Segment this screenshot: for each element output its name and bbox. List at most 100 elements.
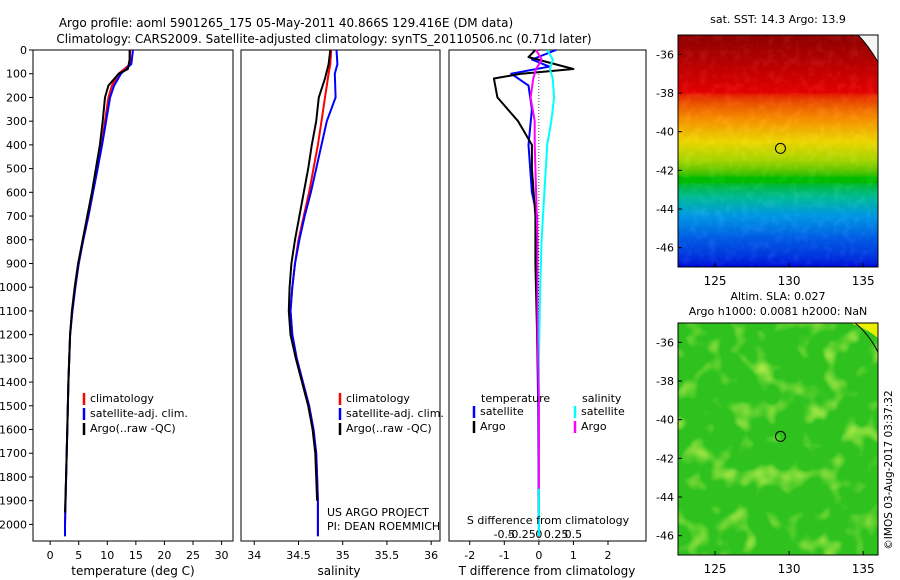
s-tick-label: 0.5 xyxy=(565,528,583,541)
sst-profile-location-marker xyxy=(774,142,786,154)
depth-tick-label: 1400 xyxy=(0,376,27,389)
lat-tick-label: -42 xyxy=(656,452,674,465)
x-tick-label: 35 xyxy=(336,549,350,562)
depth-tick-label: 1500 xyxy=(0,400,27,413)
s-difference-label: S difference from climatology xyxy=(467,514,630,527)
lon-tick-label: 125 xyxy=(704,274,727,288)
x-tick-label: 20 xyxy=(157,549,171,562)
project-label: US ARGO PROJECT xyxy=(327,506,429,519)
x-tick-label: -2 xyxy=(464,549,475,562)
depth-axis: 0 100 200 300 400 500 600 700 800 900 1000 1100 1200… xyxy=(0,44,33,531)
salinity-x-label: salinity xyxy=(317,564,360,578)
lat-tick-label: -44 xyxy=(656,491,674,504)
lon-tick-label: 125 xyxy=(704,562,727,576)
lat-tick-label: -36 xyxy=(656,48,674,61)
sla-field-texture xyxy=(678,323,878,555)
x-tick-label: 36 xyxy=(424,549,438,562)
x-tick-label: -1 xyxy=(499,549,510,562)
s-tick-label: 0.25 xyxy=(544,528,569,541)
depth-tick-label: 900 xyxy=(6,257,27,270)
series-line-argo-raw-qc xyxy=(287,49,332,501)
series-line-salinity-argo xyxy=(529,49,543,489)
depth-tick-label: 100 xyxy=(6,68,27,81)
x-tick-label: 35.5 xyxy=(375,549,400,562)
temperature-legend: climatology satellite-adj. clim. Argo(..… xyxy=(82,392,188,435)
sla-map-title: Altim. SLA: 0.027 xyxy=(730,290,825,303)
depth-tick-label: 300 xyxy=(6,115,27,128)
sla-map-axes: 125 130 135 -36 -38 -40 -42 -44 -46 xyxy=(656,336,875,576)
temperature-axes-frame xyxy=(32,49,234,542)
x-tick-label: 10 xyxy=(100,549,114,562)
legend-header-salinity: salinity xyxy=(582,392,622,405)
legend-label-satellite: satellite-adj. clim. xyxy=(90,407,188,420)
legend-label-satellite: satellite-adj. clim. xyxy=(346,407,444,420)
legend-label-climatology: climatology xyxy=(346,392,410,405)
sst-land xyxy=(858,35,878,62)
lat-tick-label: -36 xyxy=(656,336,674,349)
s-tick-label: -0.25 xyxy=(507,528,535,541)
x-tick-label: 34 xyxy=(247,549,261,562)
depth-tick-label: 1200 xyxy=(0,329,27,342)
temperature-panel: 0100200300400500600700800900100011001200… xyxy=(0,44,234,578)
legend-label-s-satellite: satellite xyxy=(581,405,625,418)
x-tick-label: 34.5 xyxy=(286,549,311,562)
lat-tick-label: -38 xyxy=(656,87,674,100)
sla-high-patch xyxy=(850,323,878,338)
lat-tick-label: -40 xyxy=(656,126,674,139)
copyright-stamp: ©IMOS 03-Aug-2017 03:37:32 xyxy=(883,390,895,549)
depth-tick-label: 400 xyxy=(6,139,27,152)
x-tick-label: 15 xyxy=(129,549,143,562)
depth-tick-label: 1300 xyxy=(0,352,27,365)
difference-profile-lines xyxy=(492,49,575,537)
depth-tick-label: 1000 xyxy=(0,281,27,294)
x-tick-label: 1 xyxy=(570,549,577,562)
salinity-axes-frame xyxy=(240,49,441,542)
lon-tick-label: 135 xyxy=(852,562,875,576)
salinity-x-axis: 34 34.5 35 35.5 36 xyxy=(247,541,438,562)
depth-tick-label: 700 xyxy=(6,210,27,223)
figure-title-line-2: Climatology: CARS2009. Satellite-adjuste… xyxy=(56,32,591,46)
sst-field xyxy=(678,35,878,267)
depth-tick-label: 1800 xyxy=(0,471,27,484)
difference-axes-frame xyxy=(448,49,647,542)
s-difference-x-axis: -0.5-0.25 0 0.250.5 xyxy=(494,50,583,541)
sst-map: sat. SST: 14.3 Argo: 13.9 125 130 135 -36 -3… xyxy=(656,13,879,288)
depth-tick-label: 1700 xyxy=(0,447,27,460)
sst-map-title: sat. SST: 14.3 Argo: 13.9 xyxy=(710,13,846,26)
salinity-panel: 34 34.5 35 35.5 36 climatology satellite-adj… xyxy=(240,49,444,578)
sla-map-subtitle: Argo h1000: 0.0081 h2000: NaN xyxy=(689,305,868,318)
sla-map-frame xyxy=(677,322,879,556)
sst-map-frame xyxy=(677,34,879,268)
sst-coastline xyxy=(857,34,879,63)
lat-tick-label: -40 xyxy=(656,414,674,427)
depth-tick-label: 1100 xyxy=(0,305,27,318)
temperature-x-axis: 0 5 10 15 20 25 30 xyxy=(47,541,229,562)
lon-tick-label: 130 xyxy=(778,274,801,288)
x-tick-label: 0 xyxy=(47,549,54,562)
legend-label-argo: Argo(..raw -QC) xyxy=(346,422,432,435)
depth-tick-label: 600 xyxy=(6,186,27,199)
lat-tick-label: -42 xyxy=(656,164,674,177)
legend-label-t-argo: Argo xyxy=(480,420,506,433)
lat-tick-label: -46 xyxy=(656,530,674,543)
lat-tick-label: -44 xyxy=(656,203,674,216)
lat-tick-label: -38 xyxy=(656,375,674,388)
lon-tick-label: 130 xyxy=(778,562,801,576)
legend-label-s-argo: Argo xyxy=(581,420,607,433)
sla-coastline xyxy=(854,322,879,353)
x-tick-label: 0 xyxy=(535,549,542,562)
depth-tick-label: 200 xyxy=(6,91,27,104)
x-tick-label: 30 xyxy=(215,549,229,562)
x-tick-label: 2 xyxy=(604,549,611,562)
x-tick-label: 25 xyxy=(186,549,200,562)
series-line-argo-raw-qc xyxy=(64,50,131,513)
difference-panel: -2 -1 0 1 2 -0.5-0.25 0 0.250.5 temperature sa… xyxy=(448,49,647,578)
lat-tick-label: -46 xyxy=(656,242,674,255)
temperature-x-label: temperature (deg C) xyxy=(71,564,194,578)
sla-map: Altim. SLA: 0.027 Argo h1000: 0.0081 h20… xyxy=(656,290,879,576)
sla-profile-location-marker xyxy=(774,430,786,442)
figure-title-line-1: Argo profile: aoml 5901265_175 05-May-20… xyxy=(59,16,513,30)
lon-tick-label: 135 xyxy=(852,274,875,288)
depth-tick-label: 2000 xyxy=(0,518,27,531)
